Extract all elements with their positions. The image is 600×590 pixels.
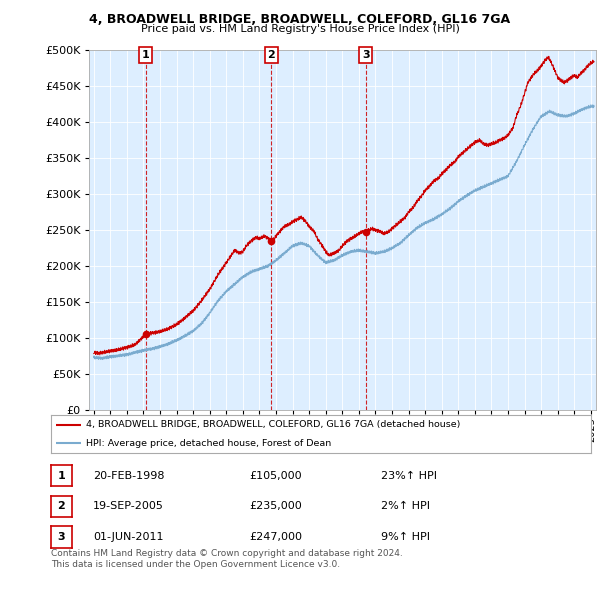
Text: 23%↑ HPI: 23%↑ HPI: [381, 471, 437, 480]
Text: 3: 3: [362, 50, 370, 60]
Text: Price paid vs. HM Land Registry's House Price Index (HPI): Price paid vs. HM Land Registry's House …: [140, 24, 460, 34]
Text: 20-FEB-1998: 20-FEB-1998: [93, 471, 164, 480]
Text: 19-SEP-2005: 19-SEP-2005: [93, 502, 164, 511]
Text: Contains HM Land Registry data © Crown copyright and database right 2024.
This d: Contains HM Land Registry data © Crown c…: [51, 549, 403, 569]
Text: 1: 1: [58, 471, 65, 480]
Text: 3: 3: [58, 532, 65, 542]
Text: £235,000: £235,000: [249, 502, 302, 511]
Text: 2: 2: [58, 502, 65, 511]
Text: £247,000: £247,000: [249, 532, 302, 542]
Text: 01-JUN-2011: 01-JUN-2011: [93, 532, 163, 542]
Text: 4, BROADWELL BRIDGE, BROADWELL, COLEFORD, GL16 7GA: 4, BROADWELL BRIDGE, BROADWELL, COLEFORD…: [89, 13, 511, 26]
Text: 1: 1: [142, 50, 149, 60]
Text: 4, BROADWELL BRIDGE, BROADWELL, COLEFORD, GL16 7GA (detached house): 4, BROADWELL BRIDGE, BROADWELL, COLEFORD…: [86, 420, 460, 429]
Text: 2%↑ HPI: 2%↑ HPI: [381, 502, 430, 511]
Text: 9%↑ HPI: 9%↑ HPI: [381, 532, 430, 542]
Text: HPI: Average price, detached house, Forest of Dean: HPI: Average price, detached house, Fore…: [86, 439, 331, 448]
Text: £105,000: £105,000: [249, 471, 302, 480]
Text: 2: 2: [268, 50, 275, 60]
